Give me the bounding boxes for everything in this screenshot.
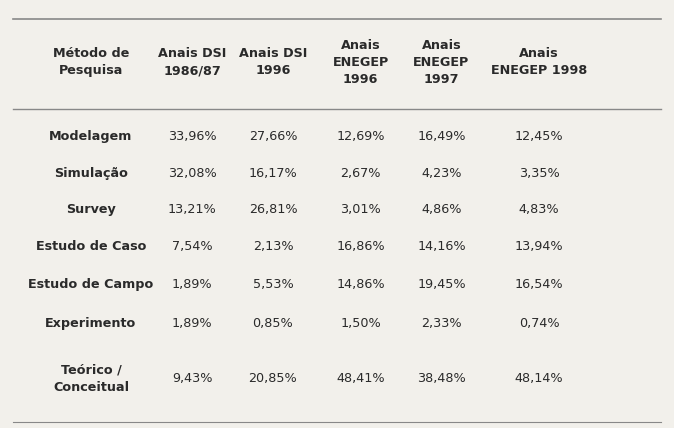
Text: 9,43%: 9,43% bbox=[172, 372, 212, 385]
Text: Anais DSI
1996: Anais DSI 1996 bbox=[239, 47, 307, 77]
Text: 2,67%: 2,67% bbox=[340, 167, 381, 180]
Text: 0,85%: 0,85% bbox=[253, 317, 293, 330]
Text: 12,69%: 12,69% bbox=[336, 131, 385, 143]
Text: 2,13%: 2,13% bbox=[253, 240, 293, 253]
Text: Simulação: Simulação bbox=[54, 167, 128, 180]
Text: 3,35%: 3,35% bbox=[519, 167, 559, 180]
Text: 1,89%: 1,89% bbox=[172, 317, 212, 330]
Text: 13,21%: 13,21% bbox=[168, 203, 216, 216]
Text: 2,33%: 2,33% bbox=[421, 317, 462, 330]
Text: 48,41%: 48,41% bbox=[336, 372, 385, 385]
Text: 16,86%: 16,86% bbox=[336, 240, 385, 253]
Text: Anais DSI
1986/87: Anais DSI 1986/87 bbox=[158, 47, 226, 77]
Text: 26,81%: 26,81% bbox=[249, 203, 297, 216]
Text: 16,49%: 16,49% bbox=[417, 131, 466, 143]
Text: Anais
ENEGEP 1998: Anais ENEGEP 1998 bbox=[491, 47, 587, 77]
Text: Teórico /
Conceitual: Teórico / Conceitual bbox=[53, 364, 129, 394]
Text: 7,54%: 7,54% bbox=[172, 240, 212, 253]
Text: 27,66%: 27,66% bbox=[249, 131, 297, 143]
Text: 4,23%: 4,23% bbox=[421, 167, 462, 180]
Text: 0,74%: 0,74% bbox=[519, 317, 559, 330]
Text: 1,89%: 1,89% bbox=[172, 278, 212, 291]
Text: 13,94%: 13,94% bbox=[515, 240, 563, 253]
Text: 3,01%: 3,01% bbox=[340, 203, 381, 216]
Text: 12,45%: 12,45% bbox=[515, 131, 563, 143]
Text: Anais
ENEGEP
1996: Anais ENEGEP 1996 bbox=[332, 39, 389, 86]
Text: Modelagem: Modelagem bbox=[49, 131, 133, 143]
Text: Anais
ENEGEP
1997: Anais ENEGEP 1997 bbox=[413, 39, 470, 86]
Text: 38,48%: 38,48% bbox=[417, 372, 466, 385]
Text: 4,86%: 4,86% bbox=[421, 203, 462, 216]
Text: 20,85%: 20,85% bbox=[249, 372, 297, 385]
Text: 33,96%: 33,96% bbox=[168, 131, 216, 143]
Text: Estudo de Campo: Estudo de Campo bbox=[28, 278, 154, 291]
Text: 5,53%: 5,53% bbox=[253, 278, 293, 291]
Text: 32,08%: 32,08% bbox=[168, 167, 216, 180]
Text: 19,45%: 19,45% bbox=[417, 278, 466, 291]
Text: 14,86%: 14,86% bbox=[336, 278, 385, 291]
Text: 1,50%: 1,50% bbox=[340, 317, 381, 330]
Text: Método de
Pesquisa: Método de Pesquisa bbox=[53, 47, 129, 77]
Text: Survey: Survey bbox=[66, 203, 116, 216]
Text: 16,17%: 16,17% bbox=[249, 167, 297, 180]
Text: Estudo de Caso: Estudo de Caso bbox=[36, 240, 146, 253]
Text: 16,54%: 16,54% bbox=[515, 278, 563, 291]
Text: Experimento: Experimento bbox=[45, 317, 137, 330]
Text: 48,14%: 48,14% bbox=[515, 372, 563, 385]
Text: 14,16%: 14,16% bbox=[417, 240, 466, 253]
Text: 4,83%: 4,83% bbox=[519, 203, 559, 216]
